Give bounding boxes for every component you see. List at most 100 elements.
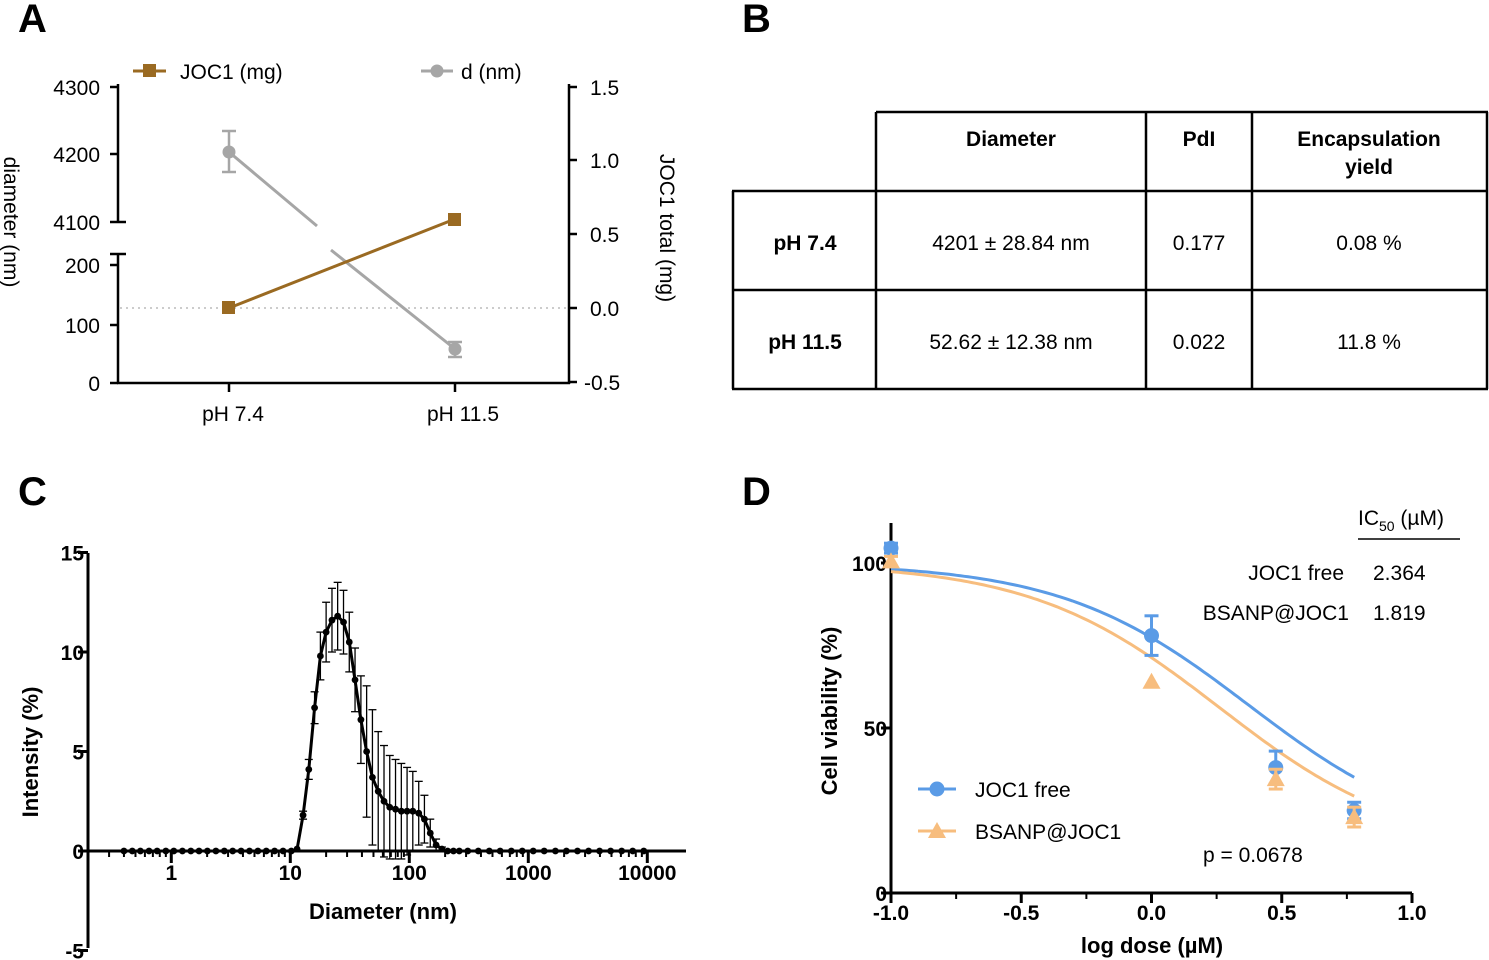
c-data-point <box>421 815 428 823</box>
c-y-axis-title: Intensity (%) <box>18 687 43 818</box>
joc1-point-ph74 <box>222 301 235 314</box>
c-data-point <box>316 652 324 660</box>
c-data-point <box>380 797 388 805</box>
c-x-ticks: 1 10 100 1000 10000 <box>108 851 677 885</box>
c-data-point <box>340 618 347 626</box>
c-data-point <box>162 847 170 855</box>
c-data-point <box>409 807 417 815</box>
ic50-label-bsanp: BSANP@JOC1 <box>1203 602 1349 625</box>
c-data-point <box>179 847 186 855</box>
c-data-point <box>455 847 463 855</box>
d-legend-marker-joc1-free <box>929 781 945 797</box>
panel-b-letter: B <box>742 0 771 41</box>
c-data-point <box>203 847 211 855</box>
table-cell-diameter-ph115: 52.62 ± 12.38 nm <box>929 331 1092 354</box>
c-data-point <box>120 847 128 855</box>
joc1-point-ph115 <box>448 213 461 226</box>
c-x-tick-label: 1000 <box>505 862 552 885</box>
legend-label-diameter: d (nm) <box>461 61 522 84</box>
c-y-tick-label: 15 <box>61 543 85 566</box>
d-legend-label-joc1-free: JOC1 free <box>975 779 1071 802</box>
panel-b: B Diameter PdI Encapsulation yield pH 7.4… <box>731 0 1489 391</box>
d-point-bsanp <box>1142 672 1161 689</box>
c-data-point <box>334 612 342 620</box>
d-point-bsanp <box>1345 808 1364 825</box>
d-x-tick-label: -1.0 <box>873 902 909 925</box>
ic50-header: IC50 (µM) <box>1358 507 1444 534</box>
table-cell-pdi-ph115: 0.022 <box>1173 331 1226 354</box>
c-x-tick-label: 10 <box>279 862 302 885</box>
table-cell-pdi-ph74: 0.177 <box>1173 232 1226 255</box>
table-header-pdi: PdI <box>1183 128 1216 151</box>
ic50-value-joc1-free: 2.364 <box>1373 562 1426 585</box>
c-data-point <box>351 676 359 684</box>
table-cell-diameter-ph74: 4201 ± 28.84 nm <box>932 232 1089 255</box>
c-y-tick-label: 0 <box>72 841 84 864</box>
d-point-bsanp <box>1266 770 1285 787</box>
c-data-point <box>195 847 203 855</box>
panel-c-letter: C <box>18 470 47 514</box>
c-data-point <box>262 847 270 855</box>
c-data-point <box>464 847 472 855</box>
c-x-axis-title: Diameter (nm) <box>309 899 457 924</box>
c-data-point <box>496 847 504 855</box>
c-data-point <box>299 811 307 819</box>
table-header-diameter: Diameter <box>966 128 1056 151</box>
d-point-joc1-free <box>1268 760 1284 776</box>
d-point-joc1-free <box>883 540 899 556</box>
c-data-point <box>254 847 262 855</box>
ic50-value-bsanp: 1.819 <box>1373 602 1426 625</box>
c-data-point <box>287 847 295 855</box>
c-data-point <box>596 847 603 855</box>
c-data-point <box>629 847 637 855</box>
right-tick-label-0.0: 0.0 <box>590 298 619 321</box>
c-data-point <box>444 847 452 855</box>
c-data-points <box>120 612 648 855</box>
c-data-point <box>607 847 615 855</box>
c-y-ticks: -5 0 5 10 15 <box>61 543 88 960</box>
c-data-point <box>271 847 278 855</box>
c-data-point <box>562 847 570 855</box>
c-data-point <box>128 847 136 855</box>
d-point-bsanp <box>882 552 900 569</box>
c-data-point <box>374 787 382 795</box>
c-data-point <box>246 847 253 855</box>
c-data-point <box>220 847 228 855</box>
table-header-encapsulation: Encapsulation yield <box>1297 128 1441 179</box>
c-data-point <box>438 845 446 853</box>
c-data-point <box>552 847 559 855</box>
c-data-point <box>153 847 161 855</box>
c-data-point <box>229 847 237 855</box>
c-data-point <box>137 847 144 855</box>
c-data-point <box>237 847 245 855</box>
d-y-tick-label: 100 <box>852 553 887 576</box>
d-legend-marker-bsanp <box>928 822 946 838</box>
c-data-point <box>293 845 301 853</box>
diameter-line-upper <box>228 150 318 228</box>
left-tick-label-4200: 4200 <box>53 144 100 167</box>
c-data-point <box>415 809 423 817</box>
panel-c: C -5 0 5 10 15 1 10 100 1000 10000 Diameter (nm)… <box>18 470 686 960</box>
c-data-point <box>474 847 482 855</box>
c-data-point <box>450 847 457 855</box>
c-y-tick-label: 5 <box>72 742 84 765</box>
c-data-point <box>145 847 153 855</box>
d-x-tick-label: 0.0 <box>1137 902 1166 925</box>
c-data-point <box>187 847 195 855</box>
c-data-point <box>212 847 220 855</box>
c-data-point <box>369 773 376 781</box>
c-data-point <box>585 847 592 855</box>
c-data-point <box>328 616 336 624</box>
left-tick-label-200: 200 <box>65 255 100 278</box>
c-data-point <box>170 847 178 855</box>
c-data-point <box>305 766 313 773</box>
table-cell-yield-ph115: 11.8 % <box>1337 331 1401 354</box>
c-x-tick-label: 1 <box>165 862 177 885</box>
left-tick-label-0: 0 <box>88 373 100 396</box>
right-tick-label-1.0: 1.0 <box>590 150 619 173</box>
d-x-tick-label: -0.5 <box>1003 902 1040 925</box>
d-fit-curve-joc1-free <box>890 567 1355 779</box>
c-data-point <box>397 807 405 815</box>
left-tick-label-4300: 4300 <box>53 77 100 100</box>
